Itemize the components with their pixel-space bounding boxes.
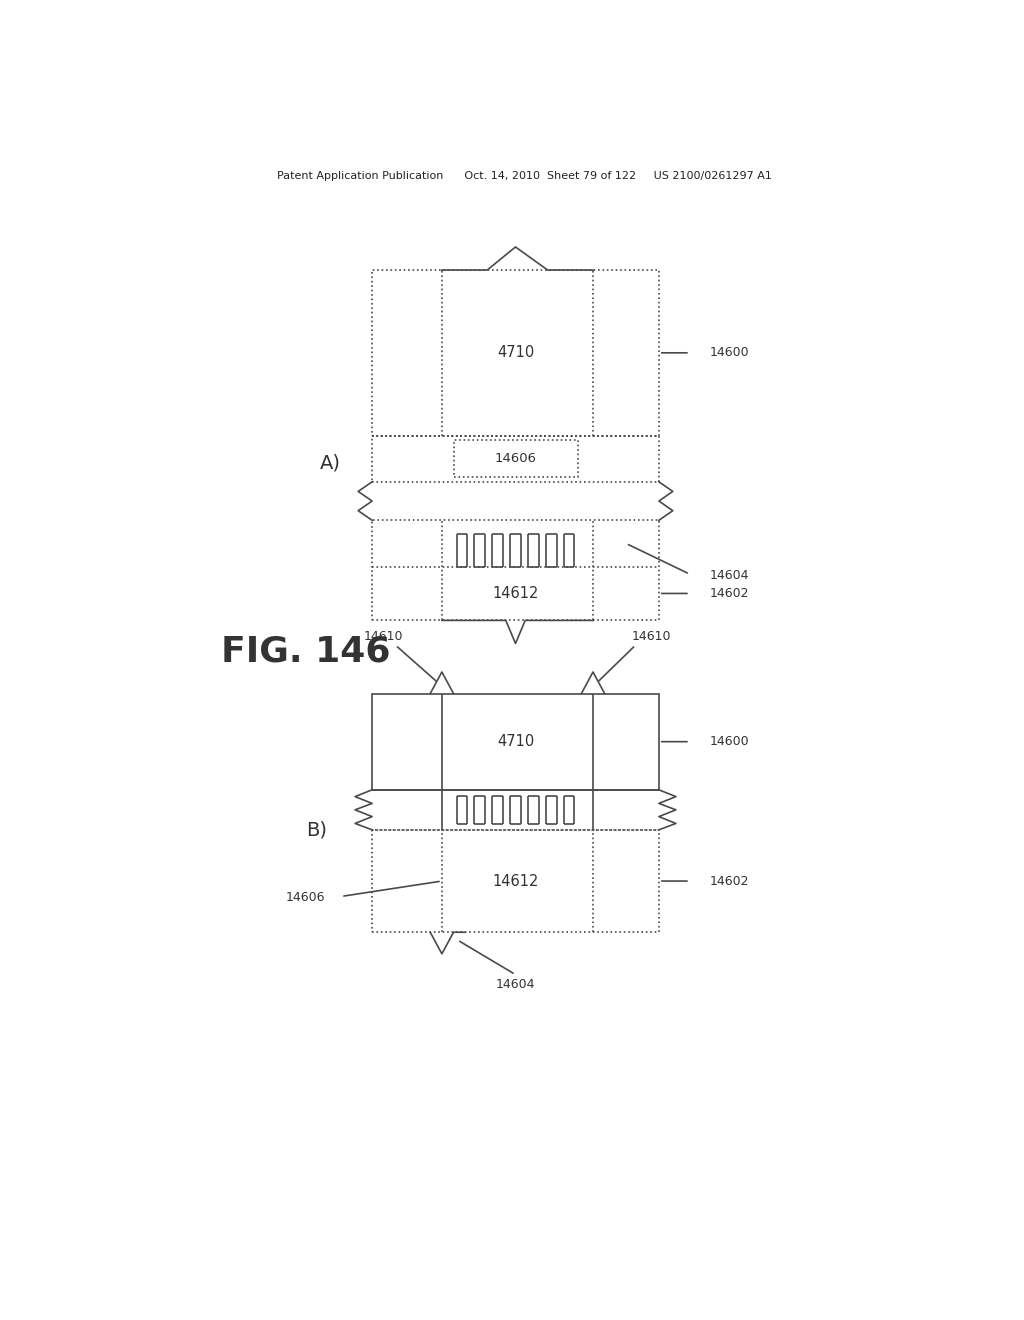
Text: 14606: 14606 bbox=[286, 891, 326, 904]
Text: 14602: 14602 bbox=[710, 875, 749, 887]
Text: 14604: 14604 bbox=[496, 978, 536, 991]
Text: 14612: 14612 bbox=[493, 874, 539, 888]
Text: 14612: 14612 bbox=[493, 586, 539, 601]
Bar bbox=[454, 441, 578, 478]
Text: 14606: 14606 bbox=[495, 453, 537, 465]
Bar bbox=[372, 520, 658, 620]
Bar bbox=[372, 271, 658, 436]
Text: 14610: 14610 bbox=[364, 630, 403, 643]
Text: FIG. 146: FIG. 146 bbox=[221, 634, 390, 668]
Bar bbox=[372, 693, 658, 789]
Text: Patent Application Publication      Oct. 14, 2010  Sheet 79 of 122     US 2100/0: Patent Application Publication Oct. 14, … bbox=[278, 172, 772, 181]
Text: B): B) bbox=[306, 820, 328, 840]
Text: 14600: 14600 bbox=[710, 346, 749, 359]
Text: A): A) bbox=[321, 453, 341, 473]
Bar bbox=[372, 436, 658, 482]
Text: 4710: 4710 bbox=[497, 734, 535, 750]
Text: 14604: 14604 bbox=[710, 569, 749, 582]
Text: 14600: 14600 bbox=[710, 735, 749, 748]
Text: 14610: 14610 bbox=[632, 630, 671, 643]
Bar bbox=[372, 830, 658, 932]
Text: 4710: 4710 bbox=[497, 346, 535, 360]
Text: 14602: 14602 bbox=[710, 587, 749, 601]
